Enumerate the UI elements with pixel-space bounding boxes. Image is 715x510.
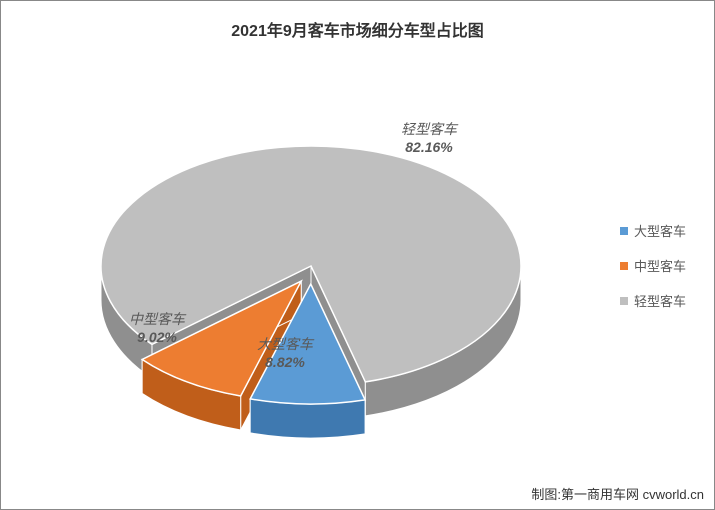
legend-label: 大型客车 bbox=[634, 221, 686, 240]
legend-swatch bbox=[620, 262, 628, 270]
slice-name: 中型客车 bbox=[129, 311, 185, 329]
legend-label: 轻型客车 bbox=[634, 291, 686, 310]
pie-3d bbox=[1, 1, 715, 510]
footer-credit: 制图:第一商用车网 cvworld.cn bbox=[531, 484, 704, 503]
slice-label: 大型客车8.82% bbox=[257, 336, 313, 371]
slice-name: 大型客车 bbox=[257, 336, 313, 354]
legend-item: 中型客车 bbox=[620, 256, 686, 275]
legend: 大型客车中型客车轻型客车 bbox=[620, 221, 686, 310]
legend-swatch bbox=[620, 297, 628, 305]
slice-label: 轻型客车82.16% bbox=[401, 121, 457, 156]
legend-item: 大型客车 bbox=[620, 221, 686, 240]
slice-pct: 8.82% bbox=[257, 354, 313, 372]
legend-swatch bbox=[620, 227, 628, 235]
legend-item: 轻型客车 bbox=[620, 291, 686, 310]
slice-name: 轻型客车 bbox=[401, 121, 457, 139]
slice-pct: 9.02% bbox=[129, 329, 185, 347]
slice-pct: 82.16% bbox=[401, 139, 457, 157]
legend-label: 中型客车 bbox=[634, 256, 686, 275]
chart-root: 2021年9月客车市场细分车型占比图 大型客车8.82%中型客车9.02%轻型客… bbox=[0, 0, 715, 510]
slice-label: 中型客车9.02% bbox=[129, 311, 185, 346]
